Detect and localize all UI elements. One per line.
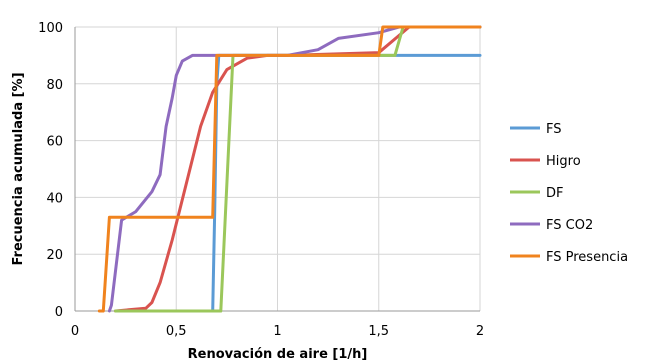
legend-label-fs-co2: FS CO2 xyxy=(546,218,593,233)
x-axis-title: Renovación de aire [1/h] xyxy=(188,347,368,362)
y-tick-label: 100 xyxy=(38,21,63,36)
series-line-fs xyxy=(211,53,482,313)
legend-label-df: DF xyxy=(546,186,564,201)
x-tick-label: 0 xyxy=(71,324,79,339)
series-line-fs-co2 xyxy=(107,25,482,313)
x-tick-label: 1 xyxy=(273,324,281,339)
series-line-df xyxy=(114,25,482,313)
x-tick-label: 2 xyxy=(476,324,484,339)
y-tick-label: 60 xyxy=(46,135,63,150)
y-tick-label: 40 xyxy=(46,191,63,206)
legend-label-fs: FS xyxy=(546,122,562,137)
x-tick-label: 0,5 xyxy=(166,324,187,339)
series-line-higro xyxy=(114,25,482,313)
legend-label-higro: Higro xyxy=(546,154,581,169)
y-tick-label: 20 xyxy=(46,248,63,263)
grid xyxy=(75,26,481,311)
legend: FS Higro DF FS CO2 FS Presencia xyxy=(510,122,628,265)
series-line-fs-presencia xyxy=(97,25,482,313)
y-axis-title: Frecuencia acumulada [%] xyxy=(11,72,26,265)
y-tick-label: 80 xyxy=(46,78,63,93)
x-tick-label: 1,5 xyxy=(368,324,389,339)
y-tick-label: 0 xyxy=(55,305,63,320)
series-group xyxy=(97,25,482,313)
legend-label-fs-presencia: FS Presencia xyxy=(546,250,628,265)
